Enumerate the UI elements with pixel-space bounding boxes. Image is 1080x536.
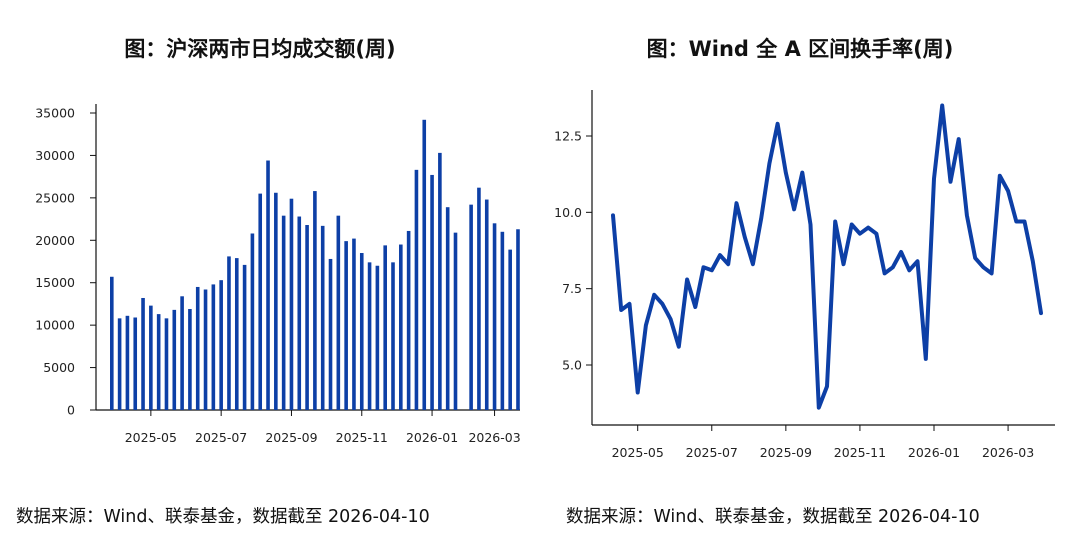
bar <box>164 318 169 410</box>
bar-x-tick-label: 2025-11 <box>336 430 388 445</box>
bar <box>500 231 505 410</box>
bar <box>125 315 130 410</box>
bar <box>430 174 434 410</box>
bar <box>281 215 286 410</box>
bar <box>328 258 333 410</box>
turnover-series-line <box>611 103 1043 410</box>
bar <box>149 305 153 410</box>
bar <box>414 169 419 410</box>
bar-y-tick-label: 5000 <box>43 360 75 375</box>
bar-chart-source: 数据来源：Wind、联泰基金，数据截至 2026-04-10 <box>16 507 430 527</box>
line-y-tick-label: 10.0 <box>554 205 582 220</box>
line-chart-source: 数据来源：Wind、联泰基金，数据截至 2026-04-10 <box>566 507 980 527</box>
bar <box>484 199 489 410</box>
bar-x-tick-label: 2025-05 <box>125 430 177 445</box>
bar <box>305 225 309 410</box>
bar-y-tick-label: 30000 <box>35 148 75 163</box>
bar <box>399 244 403 410</box>
bar <box>359 253 364 410</box>
line-x-tick-label: 2025-11 <box>834 445 886 460</box>
bar <box>297 216 302 410</box>
bar <box>242 264 247 410</box>
bar <box>211 284 216 410</box>
bar-x-tick-label: 2026-03 <box>468 430 520 445</box>
bar <box>172 309 177 410</box>
bar <box>141 297 145 410</box>
bar-y-tick-label: 10000 <box>35 318 75 333</box>
bar <box>320 225 325 410</box>
bar-x-tick-label: 2026-01 <box>406 430 458 445</box>
bar <box>250 233 255 410</box>
bar-y-tick-label: 25000 <box>35 190 75 205</box>
bar <box>203 289 208 410</box>
bar <box>406 230 411 410</box>
bar <box>438 152 442 410</box>
line-chart: 5.0 7.5 10.0 12.5 2025-05 2025-07 2025-09 2025-… <box>554 90 1055 460</box>
line-x-tick-label: 2025-07 <box>686 445 738 460</box>
bar <box>110 276 114 410</box>
bar-y-tick-label: 20000 <box>35 233 75 248</box>
bar-x-tick-label: 2025-07 <box>195 430 247 445</box>
bar <box>352 238 356 410</box>
bar <box>156 314 161 410</box>
bar <box>227 256 231 410</box>
bar <box>336 215 341 410</box>
line-y-tick-label: 5.0 <box>562 358 582 373</box>
bar <box>477 187 481 410</box>
bar <box>516 229 520 410</box>
bar <box>180 296 184 410</box>
bar <box>188 309 192 410</box>
line-chart-title: 图：Wind 全 A 区间换手率(周) <box>646 37 954 61</box>
bar-chart: 0 5000 10000 15000 20000 25000 30000 35000 2025-… <box>35 104 521 445</box>
bar <box>133 317 138 410</box>
bar <box>375 265 380 410</box>
line-x-tick-label: 2025-09 <box>760 445 812 460</box>
bar <box>117 318 122 410</box>
bar <box>367 262 372 410</box>
bar <box>391 262 395 410</box>
bar-chart-title: 图：沪深两市日均成交额(周) <box>124 37 396 61</box>
bar <box>195 286 200 410</box>
bar <box>274 192 278 410</box>
line-y-tick-label: 7.5 <box>562 281 582 296</box>
bar <box>445 207 450 410</box>
bar <box>289 198 294 410</box>
bar <box>492 223 497 410</box>
bar-y-tick-label: 35000 <box>35 106 75 121</box>
bar <box>344 241 348 410</box>
bar <box>313 191 317 410</box>
bar <box>422 119 427 410</box>
line-x-tick-label: 2026-03 <box>982 445 1034 460</box>
bar-y-tick-label: 15000 <box>35 275 75 290</box>
bar <box>266 160 270 410</box>
line-y-tick-label: 12.5 <box>554 129 582 144</box>
bar-y-tick-label: 0 <box>67 403 75 418</box>
bar <box>234 258 239 410</box>
bar <box>258 193 263 410</box>
bar <box>383 245 387 410</box>
bar <box>219 280 223 410</box>
bar-x-tick-label: 2025-09 <box>265 430 317 445</box>
line-x-tick-label: 2026-01 <box>908 445 960 460</box>
bar <box>469 204 473 410</box>
bar <box>453 232 458 410</box>
bar <box>508 249 512 410</box>
line-x-tick-label: 2025-05 <box>612 445 664 460</box>
